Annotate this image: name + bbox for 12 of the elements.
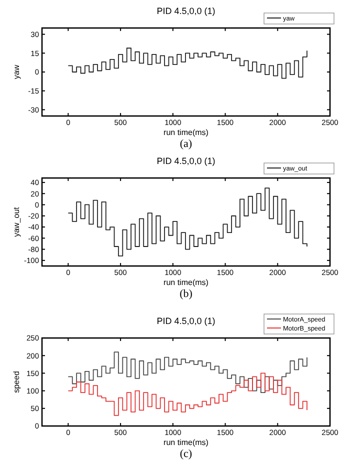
y-axis-title: yaw bbox=[12, 64, 21, 80]
y-axis-title: yaw_out bbox=[12, 206, 21, 237]
chart-title: PID 4.5,0,0 (1) bbox=[156, 316, 216, 326]
text: (c) bbox=[180, 448, 192, 460]
text: (a) bbox=[180, 138, 192, 150]
x-axis-title: run time(ms) bbox=[164, 128, 209, 137]
chart-title: PID 4.5,0,0 (1) bbox=[156, 156, 216, 166]
y-axis-title: speed bbox=[12, 371, 21, 393]
x-axis-title: run time(ms) bbox=[164, 278, 209, 287]
x-axis-title: run time(ms) bbox=[164, 438, 209, 447]
chart-title: PID 4.5,0,0 (1) bbox=[156, 6, 216, 16]
text: (b) bbox=[180, 288, 193, 300]
